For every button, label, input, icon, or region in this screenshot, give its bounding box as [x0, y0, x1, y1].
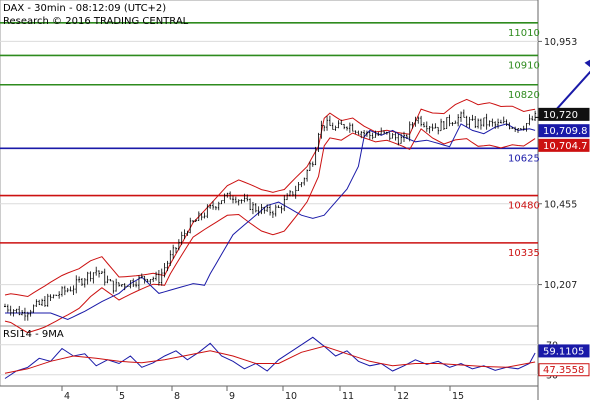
upper-band: [4, 98, 536, 298]
rsi-lines: [4, 336, 536, 379]
price-badge-band-text: 10,704.7: [543, 141, 588, 152]
rsi-badge-ma-text: 47.3558: [543, 365, 584, 376]
rsi-title: RSI14 - 9MA: [3, 329, 64, 340]
x-tick-label: 9: [229, 391, 235, 400]
level-label: 10625: [508, 153, 540, 164]
forecast-arrow-shaft: [551, 70, 590, 115]
x-tick-label: 15: [452, 391, 464, 400]
gridlines: [0, 40, 538, 376]
x-tick-label: 5: [119, 391, 125, 400]
y-tick-label: 10,953: [544, 37, 577, 48]
y-tick-label: 10,455: [544, 199, 577, 210]
x-tick-label: 10: [285, 391, 297, 400]
level-label: 10335: [508, 248, 540, 259]
indicator-bands: [4, 98, 536, 334]
rsi-badge-value-bg: [538, 344, 590, 358]
rsi-badge-value-text: 59.1105: [543, 346, 584, 357]
price-badge-last-text: 10,720: [543, 110, 578, 121]
price-badge-band: 10,704.7: [538, 138, 590, 152]
x-axis-labels: 4 5 8 9 10 11 12 15: [61, 386, 464, 400]
level-label: 10910: [508, 60, 540, 71]
level-label: 11010: [508, 28, 540, 39]
x-tick-label: 4: [64, 391, 70, 400]
candlesticks: [4, 109, 541, 321]
forecast-arrow: [551, 59, 590, 115]
chart-source: Research © 2016 TRADING CENTRAL: [3, 16, 189, 27]
level-label: 10480: [508, 201, 540, 212]
x-tick-label: 11: [342, 391, 354, 400]
price-badge-ma: 10,709.8: [538, 124, 590, 138]
price-badges: 10,720 10,709.8 10,704.7 59.1105 47.3558: [538, 107, 590, 377]
rsi-badge-ma-bg: [538, 363, 590, 377]
price-badge-band-bg: [538, 138, 590, 152]
rsi-badge-value: 59.1105: [538, 344, 590, 358]
chart-title: DAX - 30min - 08:12:09 (UTC+2): [3, 3, 166, 14]
price-levels: 11010 10910 10820 10625 10480 10335: [0, 22, 540, 259]
x-tick-label: 8: [174, 391, 180, 400]
moving-average: [5, 123, 536, 321]
level-label: 10820: [508, 90, 540, 101]
price-badge-last: 10,720: [538, 107, 590, 121]
price-badge-ma-text: 10,709.8: [543, 126, 588, 137]
x-tick-label: 12: [397, 391, 409, 400]
y-tick-label: 10,207: [544, 280, 577, 291]
price-badge-ma-bg: [538, 124, 590, 138]
lower-band: [4, 128, 536, 334]
rsi-series-9ma: [4, 345, 536, 374]
rsi-badge-ma: 47.3558: [538, 363, 590, 377]
forecast-arrow-head: [584, 59, 590, 68]
rsi-panel-frame: [0, 325, 539, 387]
price-panel-frame: [0, 0, 539, 327]
price-badge-last-bg: [538, 107, 590, 121]
rsi-series-rsi14: [4, 336, 536, 379]
